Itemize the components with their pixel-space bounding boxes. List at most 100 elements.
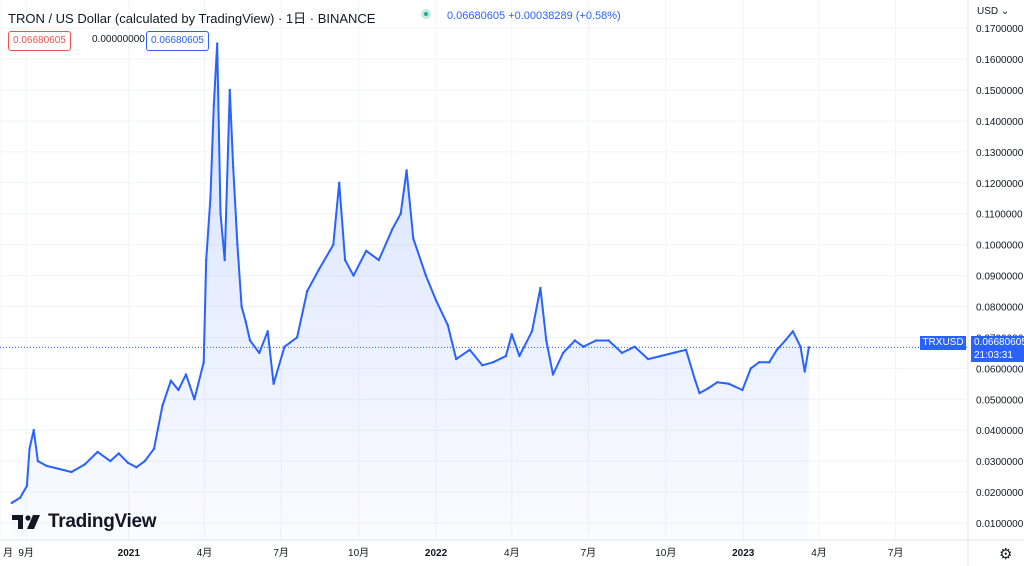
currency-selector[interactable]: USD ⌄ (977, 6, 1010, 17)
data-point (32, 429, 35, 432)
data-point (698, 391, 701, 395)
data-point (317, 268, 321, 271)
y-tick-label: 0.0400000 (976, 426, 1024, 437)
data-point (424, 274, 428, 277)
data-point (143, 459, 146, 463)
sell-price-chip[interactable]: 0.06680605 (8, 31, 71, 51)
x-tick-label: 月 (3, 547, 13, 559)
data-point (377, 258, 380, 262)
data-point (775, 348, 779, 351)
data-point (117, 452, 120, 455)
data-point (405, 169, 408, 172)
data-point (266, 330, 269, 333)
data-point (236, 243, 239, 246)
data-point (716, 381, 719, 384)
market-status-icon (421, 9, 431, 19)
data-point (646, 357, 650, 361)
series-area-fill (11, 43, 809, 540)
data-point (455, 357, 458, 361)
buy-price-chip[interactable]: 0.06680605 (146, 31, 209, 51)
data-point (481, 364, 484, 367)
data-point (672, 351, 675, 355)
data-point (205, 258, 208, 262)
data-point (633, 345, 636, 348)
y-tick-label: 0.0300000 (976, 457, 1024, 468)
data-point (582, 345, 585, 348)
data-point (70, 470, 73, 474)
data-point (594, 339, 598, 342)
y-tick-label: 0.1400000 (976, 117, 1024, 128)
brand-name: TradingView (48, 511, 157, 532)
x-tick-label: 2022 (425, 548, 448, 559)
last-price-value: 0.06680605 (974, 337, 1024, 348)
data-point (607, 339, 610, 342)
data-point (212, 104, 215, 107)
data-point (620, 351, 624, 355)
data-point (135, 466, 138, 469)
data-point (10, 501, 13, 505)
data-point (57, 467, 61, 471)
data-point (741, 388, 744, 392)
last-price-label: 0.06680605 21:03:31 (971, 336, 1024, 362)
y-tick-label: 0.0900000 (976, 272, 1024, 283)
gear-icon[interactable]: ⚙ (999, 546, 1013, 563)
data-point (202, 361, 205, 364)
data-point (36, 459, 40, 463)
data-point (109, 459, 112, 463)
data-point (561, 351, 565, 355)
data-point (272, 382, 275, 385)
y-tick-label: 0.1100000 (976, 210, 1023, 221)
series-line (11, 42, 810, 504)
y-tick-label: 0.1000000 (976, 241, 1024, 252)
legend-quote: 0.06680605 +0.00038289 (+0.58%) (447, 10, 621, 22)
data-point (706, 387, 710, 390)
data-point (295, 336, 299, 339)
data-point (530, 330, 534, 333)
data-point (228, 88, 231, 92)
tradingview-logo[interactable]: TradingView (12, 511, 157, 533)
data-point (791, 330, 795, 333)
y-tick-label: 0.0500000 (976, 395, 1024, 406)
data-point (446, 323, 449, 327)
x-tick-label: 7月 (888, 547, 904, 559)
data-point (193, 398, 196, 401)
x-tick-label: 7月 (581, 547, 597, 559)
data-point (126, 461, 130, 464)
data-point (25, 484, 29, 488)
spread-value: 0.00000000 (92, 34, 145, 45)
data-point (510, 333, 513, 336)
data-point (518, 354, 521, 358)
data-point (758, 361, 761, 364)
series-layer (10, 42, 811, 540)
data-point (391, 228, 394, 231)
data-point (694, 379, 697, 382)
data-point (749, 367, 752, 370)
data-point (784, 339, 787, 342)
data-point (799, 345, 802, 348)
data-point (283, 345, 286, 348)
data-point (412, 237, 415, 240)
bar-countdown: 21:03:31 (974, 350, 1013, 361)
data-point (803, 370, 806, 373)
data-point (177, 388, 180, 392)
data-point (96, 450, 99, 454)
data-point (45, 464, 48, 467)
symbol-price-label: TRXUSD (920, 336, 966, 350)
x-tick-label: 7月 (273, 547, 289, 559)
chart-title: TRON / US Dollar (calculated by TradingV… (8, 11, 376, 26)
y-tick-label: 0.1300000 (976, 148, 1024, 159)
y-tick-label: 0.0200000 (976, 488, 1024, 499)
data-point (343, 258, 347, 262)
y-tick-label: 0.1500000 (976, 86, 1024, 97)
data-point (219, 212, 222, 215)
data-point (223, 258, 226, 262)
x-tick-label: 4月 (504, 547, 520, 559)
tradingview-logo-icon (12, 515, 40, 529)
time-axis: 月 9月 2021 4月 7月 10月 2022 4月 7月 10月 2023 4月 7月 (3, 547, 903, 559)
x-tick-label: 10月 (655, 547, 676, 559)
data-point (504, 354, 508, 358)
data-point (492, 361, 495, 364)
x-tick-label: 9月 (18, 547, 34, 559)
data-point (807, 346, 811, 349)
